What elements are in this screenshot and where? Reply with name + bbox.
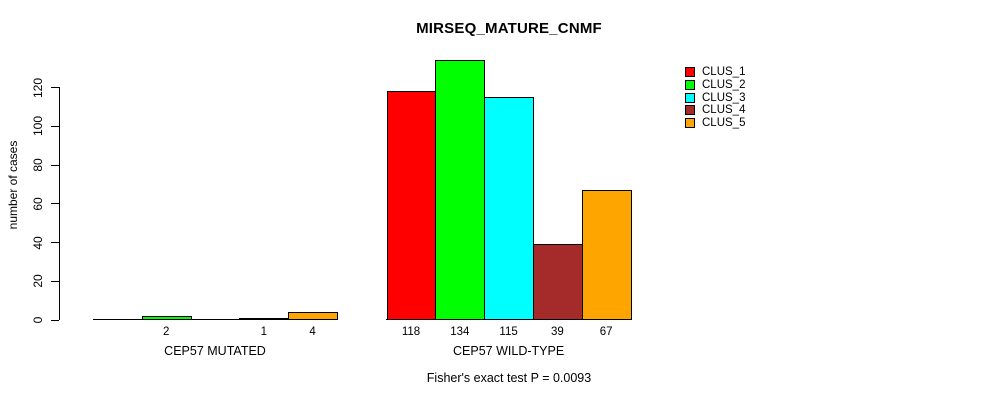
y-tick-mark — [51, 87, 59, 88]
bar-value-label: 115 — [499, 326, 518, 338]
legend-item: CLUS_5 — [685, 117, 745, 130]
bar-clus_5 — [288, 312, 338, 320]
legend-item: CLUS_2 — [685, 79, 745, 92]
bar-clus_2 — [141, 316, 192, 320]
y-tick-label: 40 — [31, 235, 45, 250]
y-tick-mark — [51, 125, 59, 127]
y-tick-label: 120 — [31, 77, 45, 98]
legend-item-label: CLUS_3 — [702, 91, 746, 104]
bar-clus_1 — [386, 91, 437, 320]
group-label: CEP57 WILD-TYPE — [453, 344, 565, 358]
bar-value-label: 1 — [260, 326, 267, 338]
legend-item-label: CLUS_1 — [702, 66, 746, 79]
y-tick-mark — [51, 242, 59, 243]
legend-item: CLUS_1 — [685, 66, 745, 79]
legend-item-label: CLUS_2 — [702, 79, 746, 92]
bar-value-label: 118 — [401, 326, 421, 338]
legend: CLUS_1 CLUS_2 CLUS_3 CLUS_4 CLUS_5 — [685, 66, 745, 129]
group-baseline — [92, 319, 338, 321]
y-tick-label: 60 — [31, 197, 45, 211]
bar-clus_5 — [581, 190, 632, 320]
y-tick-label: 80 — [31, 158, 45, 172]
bar-value-label: 134 — [450, 326, 470, 338]
bar-clus_2 — [435, 60, 486, 320]
y-tick-mark — [51, 280, 59, 282]
y-tick-mark — [51, 164, 59, 166]
y-axis-line — [59, 87, 60, 320]
bar-value-label: 2 — [162, 326, 170, 338]
legend-color-swatch — [685, 105, 695, 116]
y-tick-label: 100 — [31, 116, 45, 137]
bar-clus_3 — [484, 97, 534, 320]
legend-color-swatch — [685, 67, 695, 78]
bar-clus_4 — [533, 244, 583, 320]
bar-value-label: 39 — [550, 326, 564, 338]
y-tick-label: 20 — [31, 274, 45, 288]
legend-item-label: CLUS_5 — [702, 117, 746, 130]
fisher-test-caption: Fisher's exact test P = 0.0093 — [426, 371, 592, 385]
legend-color-swatch — [685, 118, 695, 129]
legend-item-label: CLUS_4 — [702, 104, 746, 117]
legend-item: CLUS_3 — [685, 91, 745, 104]
legend-color-swatch — [685, 80, 695, 91]
y-axis-label: number of cases — [6, 140, 20, 230]
legend-color-swatch — [685, 92, 695, 103]
y-tick-label: 0 — [31, 316, 45, 324]
group-label: CEP57 MUTATED — [164, 344, 266, 358]
y-tick-mark — [51, 319, 59, 321]
bar-value-label: 67 — [599, 326, 613, 338]
y-tick-mark — [51, 203, 59, 205]
chart-title: MIRSEQ_MATURE_CNMF — [416, 20, 602, 37]
bar-value-label: 4 — [309, 326, 316, 338]
legend-item: CLUS_4 — [685, 104, 745, 117]
bar-clus_4 — [239, 318, 290, 320]
